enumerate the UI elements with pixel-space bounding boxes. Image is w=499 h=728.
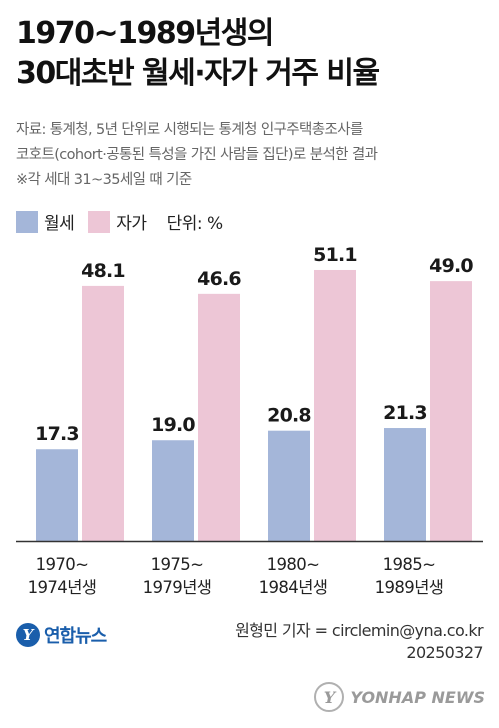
bar-jaga-1	[82, 285, 124, 541]
bar-wolse-4	[384, 428, 426, 541]
value-label-jaga-4: 49.0	[429, 255, 473, 277]
yonhap-logo-icon: Y	[16, 623, 40, 647]
bar-wolse-2	[152, 440, 194, 541]
value-label-jaga-3: 51.1	[313, 244, 357, 266]
legend-swatch-wolse	[16, 210, 38, 233]
value-label-wolse-3: 20.8	[267, 405, 311, 427]
bar-jaga-2	[198, 293, 240, 541]
legend-item-wolse: 월세	[16, 209, 75, 234]
category-label-1-line-1: 1970~	[35, 555, 89, 574]
bar-jaga-4	[430, 281, 472, 541]
category-label-4-line-1: 1985~	[382, 555, 436, 574]
value-label-wolse-2: 19.0	[151, 414, 195, 436]
legend-swatch-jaga	[88, 210, 111, 233]
category-label-4-line-2: 1989년생	[374, 578, 444, 597]
legend: 월세 자가 단위: %	[16, 209, 223, 234]
unit-label: 단위: %	[166, 214, 224, 234]
bar-wolse-3	[268, 430, 310, 541]
watermark: Y YONHAP NEWS	[314, 682, 485, 712]
legend-label-wolse: 월세	[44, 214, 75, 234]
credit-date: 20250327	[406, 643, 483, 662]
legend-label-jaga: 자가	[116, 214, 147, 234]
subtitle-line-1: 자료: 통계청, 5년 단위로 시행되는 통계청 인구주택총조사를	[16, 122, 363, 138]
chart-subtitle: 자료: 통계청, 5년 단위로 시행되는 통계청 인구주택총조사를 코호트(co…	[16, 118, 378, 193]
category-label-4: 1985~ 1989년생	[354, 553, 464, 599]
category-label-3-line-2: 1984년생	[258, 578, 328, 597]
bar-jaga-3	[314, 269, 356, 541]
category-label-2-line-1: 1975~	[150, 555, 204, 574]
category-label-3: 1980~ 1984년생	[238, 553, 348, 599]
category-label-1-line-2: 1974년생	[27, 578, 97, 597]
subtitle-line-3: ※각 세대 31~35세일 때 기준	[16, 172, 192, 188]
watermark-logo-icon: Y	[314, 682, 345, 712]
value-label-wolse-1: 17.3	[35, 423, 79, 445]
value-label-jaga-2: 46.6	[197, 268, 241, 290]
credit-author: 원형민 기자 = circlemin@yna.co.kr	[235, 621, 484, 640]
category-label-2-line-2: 1979년생	[142, 578, 212, 597]
legend-item-jaga: 자가	[88, 209, 147, 234]
credit: 원형민 기자 = circlemin@yna.co.kr 20250327	[235, 620, 484, 664]
category-label-2: 1975~ 1979년생	[122, 553, 232, 599]
title-line-1: 1970~1989년생의	[16, 16, 274, 51]
category-label-1: 1970~ 1974년생	[7, 553, 117, 599]
yonhap-logo-text: 연합뉴스	[44, 626, 107, 647]
watermark-text: YONHAP NEWS	[350, 687, 485, 707]
bar-wolse-1	[36, 449, 78, 541]
yonhap-logo: Y 연합뉴스	[16, 622, 107, 648]
title-line-2: 30대초반 월세·자가 거주 비율	[16, 56, 380, 91]
subtitle-line-2: 코호트(cohort·공통된 특성을 가진 사람들 집단)로 분석한 결과	[16, 147, 378, 163]
category-label-3-line-1: 1980~	[266, 555, 320, 574]
chart-title: 1970~1989년생의 30대초반 월세·자가 거주 비율	[16, 14, 380, 94]
value-label-wolse-4: 21.3	[383, 402, 427, 424]
value-label-jaga-1: 48.1	[81, 260, 125, 282]
